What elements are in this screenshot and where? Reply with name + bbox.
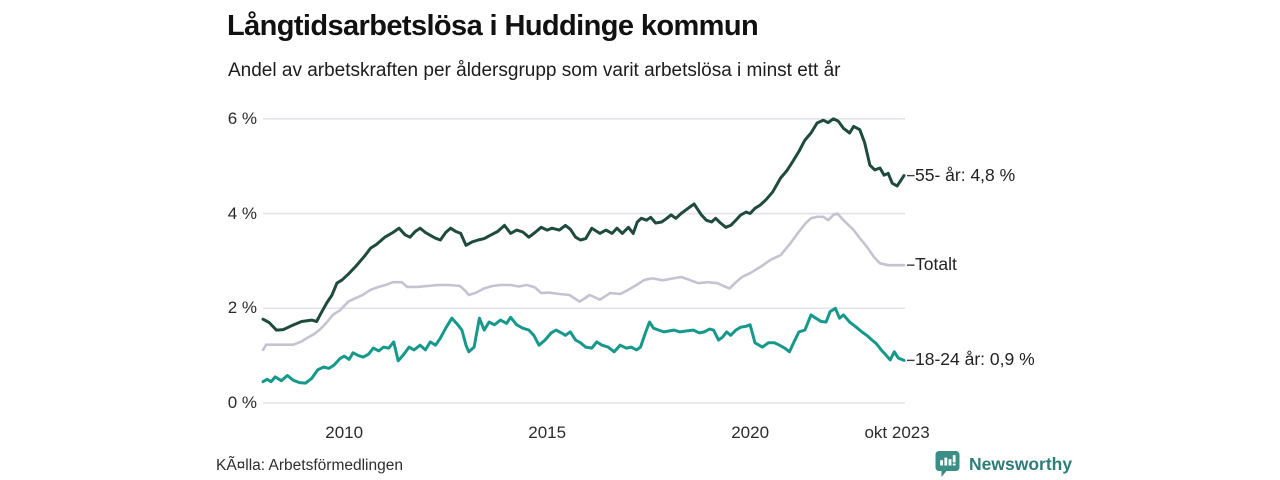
y-tick-label: 0 % (227, 393, 257, 412)
newsworthy-brand: Newsworthy (935, 450, 1072, 478)
x-tick-label: 2010 (325, 423, 364, 442)
x-tick-label: 2020 (731, 423, 770, 442)
legend-label-text: 55- år: 4,8 % (915, 164, 1016, 185)
y-tick-label: 6 % (227, 108, 257, 128)
chart-subtitle: Andel av arbetskraften per åldersgrupp s… (228, 60, 841, 81)
legend-label-55-r: 55- år: 4,8 % (915, 165, 1015, 186)
newsworthy-brand-name: Newsworthy (969, 453, 1073, 474)
legend-label-text: Totalt (915, 254, 957, 275)
legend-label-text: 18-24 år: 0,9 % (915, 349, 1035, 370)
y-tick-label: 2 % (227, 298, 257, 318)
chart-title: Långtidsarbetslösa i Huddinge kommun (227, 10, 759, 42)
legend-label-18-24-r: 18-24 år: 0,9 % (915, 349, 1035, 370)
legend-label-totalt: Totalt (915, 254, 957, 275)
series-line-18-24-r (261, 306, 906, 385)
x-tick-label: 2015 (528, 423, 567, 442)
x-tick-label: okt 2023 (864, 423, 930, 442)
series-line-totalt (261, 212, 906, 352)
y-tick-label: 4 % (227, 203, 257, 223)
source-credit: KÃ¤lla: Arbetsförmedlingen (216, 457, 403, 474)
newsworthy-logo-icon (935, 451, 960, 477)
series-line-55-r (261, 117, 906, 332)
